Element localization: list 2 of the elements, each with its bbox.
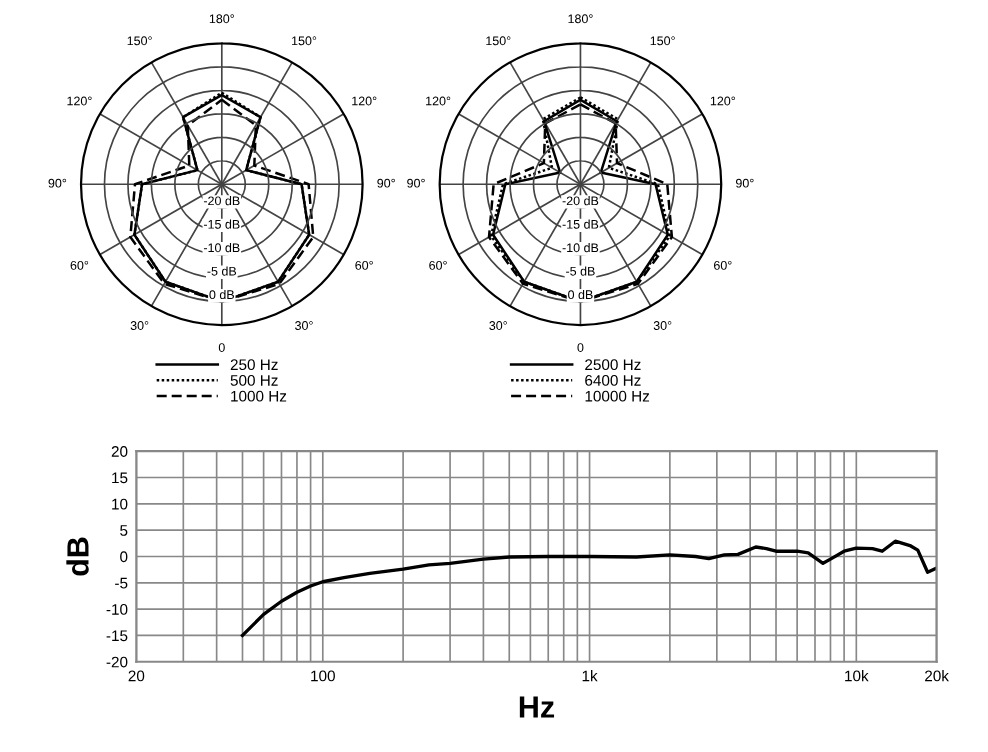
- x-axis-title: Hz: [519, 696, 555, 718]
- y-axis-title: dB: [66, 537, 89, 576]
